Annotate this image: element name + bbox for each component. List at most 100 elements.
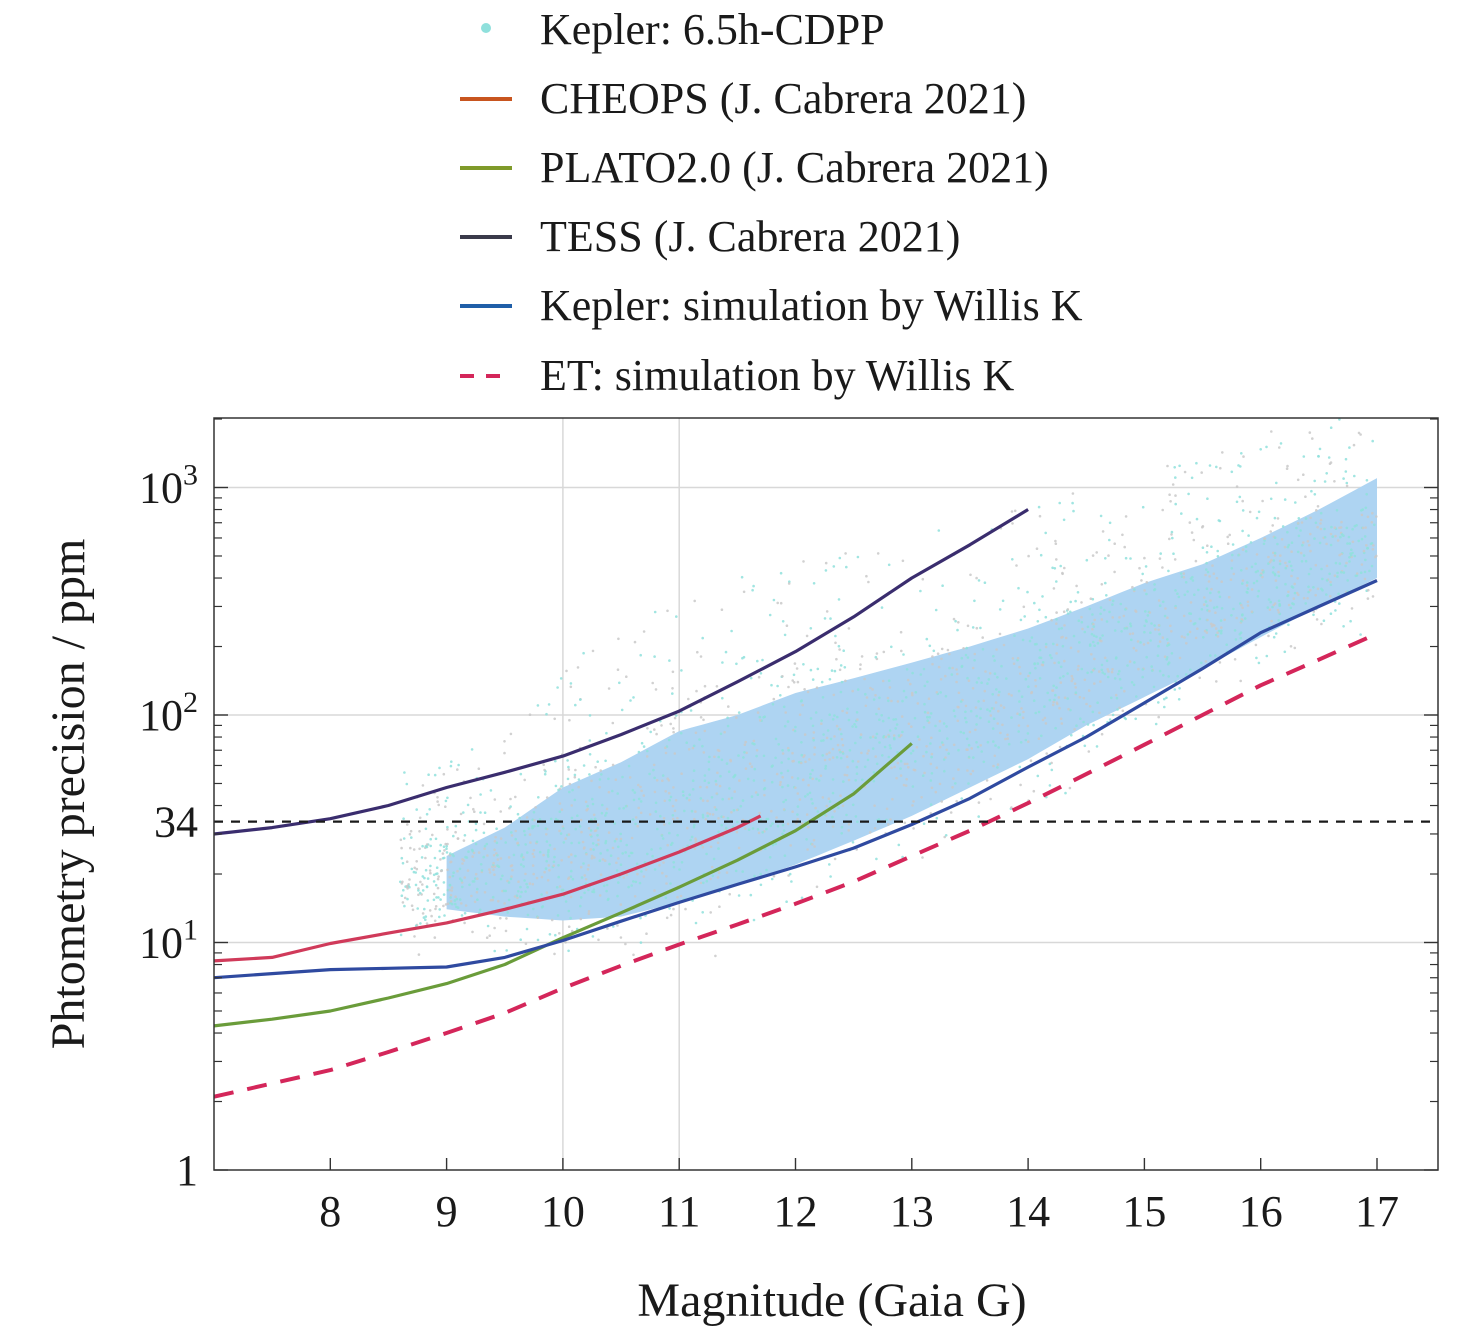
scatter-point (1220, 626, 1223, 629)
scatter-point (1086, 625, 1090, 629)
scatter-point (1219, 619, 1223, 622)
scatter-point (717, 871, 721, 874)
y-tick-label: 1 (176, 1146, 198, 1195)
scatter-point (627, 885, 630, 889)
scatter-point (467, 850, 470, 853)
scatter-point (569, 895, 573, 899)
scatter-point (984, 670, 987, 673)
scatter-point (1208, 575, 1211, 578)
scatter-point (556, 914, 560, 917)
scatter-point (931, 662, 934, 666)
scatter-point (1290, 574, 1293, 578)
scatter-point (763, 793, 766, 797)
scatter-point (756, 793, 760, 796)
scatter-point (725, 762, 729, 765)
scatter-point (1286, 530, 1289, 534)
scatter-point (880, 714, 883, 717)
scatter-point (1144, 619, 1148, 622)
scatter-point (479, 863, 483, 866)
scatter-point (663, 799, 667, 803)
scatter-point (780, 771, 783, 775)
scatter-point (856, 555, 860, 559)
scatter-point (1041, 595, 1044, 598)
scatter-point (823, 758, 827, 762)
scatter-point (545, 833, 548, 836)
scatter-point (839, 750, 842, 754)
scatter-point (714, 954, 717, 958)
scatter-point (477, 767, 481, 770)
scatter-point (966, 676, 969, 680)
scatter-point (708, 812, 712, 816)
scatter-point (1210, 587, 1213, 591)
scatter-point (631, 788, 635, 792)
scatter-point (557, 875, 560, 879)
scatter-point (604, 839, 608, 843)
scatter-point (719, 732, 723, 736)
scatter-point (840, 832, 843, 835)
scatter-point (1088, 705, 1092, 708)
scatter-point (485, 842, 489, 846)
scatter-point (620, 708, 624, 712)
scatter-point (1195, 461, 1198, 465)
scatter-point (693, 847, 697, 851)
scatter-point (1314, 593, 1317, 597)
scatter-point (532, 855, 536, 858)
scatter-point (745, 751, 748, 755)
legend-label-4: ET: simulation by Willis K (540, 351, 1015, 400)
scatter-point (665, 916, 669, 920)
scatter-point (847, 627, 851, 630)
scatter-point (665, 875, 668, 878)
scatter-point (470, 894, 473, 898)
scatter-point (711, 874, 715, 878)
scatter-point (835, 724, 839, 728)
scatter-point (1285, 564, 1289, 568)
y-tick-exponent: 1 (183, 914, 198, 947)
scatter-point (877, 707, 881, 711)
scatter-point (871, 688, 874, 691)
scatter-point (825, 736, 829, 740)
scatter-point (983, 689, 987, 693)
scatter-point (1121, 709, 1125, 713)
scatter-point (987, 678, 991, 681)
scatter-point (621, 852, 624, 855)
scatter-point (535, 876, 539, 880)
scatter-point (442, 893, 446, 896)
scatter-point (1261, 575, 1264, 579)
scatter-point (432, 898, 436, 902)
scatter-point (1360, 513, 1364, 517)
scatter-point (1027, 740, 1030, 743)
scatter-point (428, 808, 432, 811)
scatter-point (856, 718, 859, 721)
scatter-point (1064, 791, 1067, 795)
scatter-point (712, 857, 716, 861)
scatter-point (1348, 446, 1351, 449)
scatter-point (571, 877, 575, 881)
scatter-point (1091, 597, 1095, 601)
scatter-point (528, 713, 532, 716)
scatter-point (456, 768, 459, 771)
scatter-point (542, 763, 545, 766)
scatter-point (524, 942, 528, 945)
scatter-point (749, 893, 753, 897)
scatter-point (944, 674, 947, 678)
scatter-point (1035, 642, 1038, 646)
scatter-point (1020, 695, 1024, 698)
scatter-point (1144, 565, 1148, 568)
scatter-point (980, 681, 983, 684)
scatter-point (632, 696, 635, 699)
scatter-point (786, 769, 790, 773)
scatter-point (998, 690, 1001, 694)
scatter-point (680, 861, 684, 864)
scatter-point (605, 889, 608, 893)
scatter-point (838, 556, 842, 560)
scatter-point (1322, 619, 1326, 622)
scatter-point (1284, 582, 1287, 586)
scatter-point (1082, 720, 1085, 724)
scatter-point (975, 723, 978, 726)
scatter-point (1087, 689, 1091, 692)
scatter-point (688, 793, 691, 796)
scatter-point (874, 655, 878, 659)
scatter-point (896, 700, 900, 703)
scatter-point (728, 892, 731, 896)
